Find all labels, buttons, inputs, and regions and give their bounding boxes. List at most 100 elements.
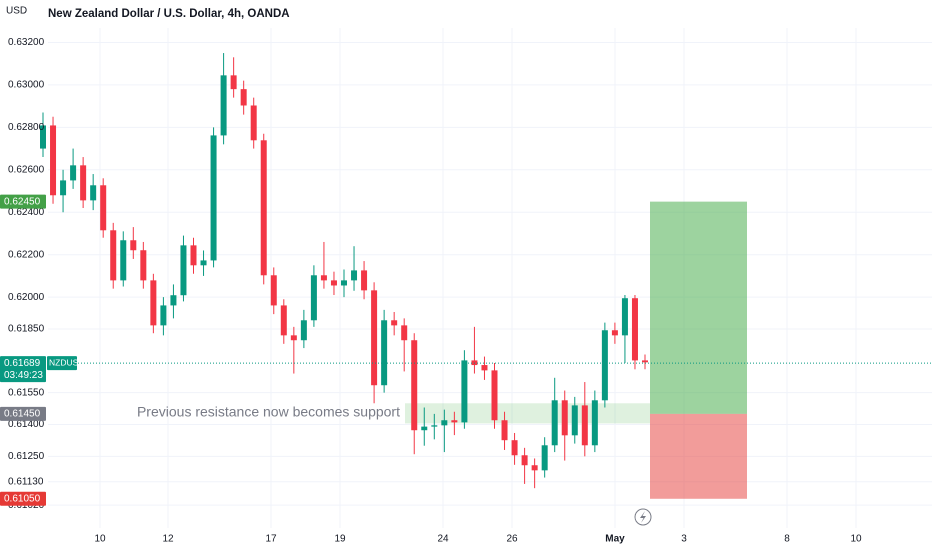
candle-body (140, 250, 147, 281)
candle-body (621, 298, 628, 336)
x-tick-label: 12 (162, 534, 174, 545)
symbol-bg (47, 356, 77, 371)
candle-body (481, 365, 488, 371)
stop-badge-bg (0, 491, 46, 506)
x-tick-label: 19 (334, 534, 346, 545)
candle-body (160, 305, 167, 326)
y-tick-label: 0.61400 (8, 419, 45, 430)
x-tick-label: 26 (506, 534, 518, 545)
y-tick-label: 0.62800 (8, 122, 45, 133)
loss-zone (650, 413, 747, 499)
icon-circle (634, 508, 652, 526)
candle-body (631, 298, 638, 361)
x-tick-label: 24 (437, 534, 449, 545)
currency-label: USD (6, 6, 27, 17)
y-tick-label: 0.63000 (8, 80, 45, 91)
candle-body (541, 445, 548, 471)
event-icon (634, 508, 652, 526)
y-tick-label: 0.63200 (8, 37, 45, 48)
candle-body (330, 280, 337, 286)
x-tick-label: May (605, 534, 625, 545)
candle-body (120, 240, 127, 281)
candle-body (70, 165, 77, 181)
candle-body (250, 105, 257, 141)
candle-body (80, 165, 87, 201)
y-tick-label: 0.61130 (8, 476, 44, 487)
y-tick-label: 0.61850 (8, 324, 45, 335)
candle-body (351, 270, 358, 281)
last-price-label: 0.61689 (4, 358, 41, 369)
candle-body (371, 290, 378, 386)
candle-body (60, 180, 67, 196)
candle-body (401, 325, 408, 341)
countdown: 03:49:23 (4, 370, 43, 381)
symbol-label: NZDUSD (49, 357, 84, 367)
candle-body (551, 400, 558, 446)
candle-body (601, 330, 608, 401)
x-tick-label: 10 (94, 534, 106, 545)
candle-body (290, 335, 297, 341)
y-tick-label: 0.61250 (8, 451, 45, 462)
y-tick-label: 0.62200 (8, 249, 45, 260)
candle-body (90, 185, 97, 201)
candle-body (110, 230, 117, 281)
y-tick-label: 0.61550 (8, 387, 45, 398)
candle-body (190, 245, 197, 266)
candle-body (40, 125, 46, 149)
candle-body (230, 75, 237, 90)
candle-body (150, 280, 157, 326)
last-price-bg (0, 356, 46, 383)
candle-body (611, 330, 618, 336)
candle-body (220, 75, 227, 136)
y-tick-label: 0.62600 (8, 164, 45, 175)
x-tick-label: 8 (784, 534, 790, 545)
candle-body (270, 275, 277, 306)
candle-body (421, 426, 428, 431)
candle-body (411, 340, 418, 431)
candle-body (300, 320, 307, 341)
candle-body (180, 245, 187, 296)
candle-body (240, 89, 247, 106)
labels: 0.63200 0.63000 0.62800 0.62600 0.62400 0.622… (0, 37, 862, 545)
candle-body (381, 320, 388, 386)
entry-badge-bg (0, 406, 46, 421)
candle-body (210, 135, 217, 261)
candle-body (642, 360, 648, 363)
candle-body (491, 370, 498, 421)
candle-body (130, 240, 137, 251)
x-tick-label: 17 (265, 534, 277, 545)
candle-body (461, 360, 468, 423)
candle-body (431, 425, 438, 427)
icon-bolt (640, 511, 646, 523)
candle-body (441, 420, 448, 426)
profit-zone (650, 201, 747, 414)
chart-title: New Zealand Dollar / U.S. Dollar, 4h, OA… (48, 8, 290, 20)
annotation: Previous resistance now becomes support (137, 404, 400, 420)
candle-body (260, 140, 267, 276)
x-tick-label: 10 (850, 534, 862, 545)
candle-body (451, 420, 458, 423)
marks (40, 53, 932, 499)
target-badge-bg (0, 194, 46, 209)
candle-body (511, 440, 518, 456)
candle-body (571, 405, 578, 436)
candle-body (521, 455, 528, 466)
candle-body (100, 185, 107, 231)
candle-body (591, 400, 598, 446)
candle-body (501, 420, 508, 441)
stop-badge: 0.61050 (4, 493, 41, 504)
candle-body (200, 260, 207, 266)
candle-body (561, 400, 568, 436)
y-tick-label: 0.62000 (8, 292, 45, 303)
candle-body (170, 295, 177, 306)
y-tick-label: 0.62400 (8, 207, 45, 218)
x-tick-label: 3 (681, 534, 687, 545)
candle-body (341, 280, 347, 286)
entry-badge: 0.61450 (4, 409, 41, 420)
candle-body (391, 320, 398, 326)
candle-body (50, 125, 57, 196)
candle-body (361, 270, 368, 291)
